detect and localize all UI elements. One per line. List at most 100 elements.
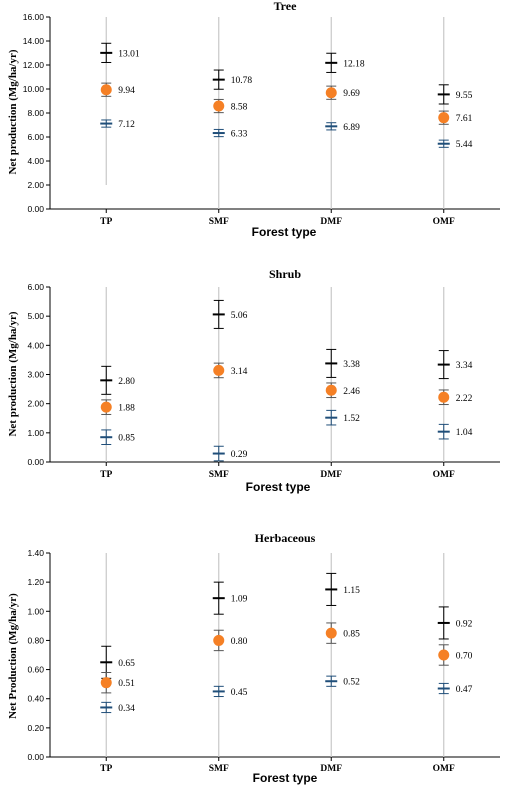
mean-estimate-data-label: 2.22 bbox=[456, 394, 473, 404]
x-tick-label: OMF bbox=[433, 217, 455, 227]
y-tick-label: 8.00 bbox=[27, 108, 44, 118]
y-tick-label: 12.00 bbox=[23, 60, 45, 70]
mean-estimate-data-label: 0.85 bbox=[343, 630, 360, 640]
x-tick-label: SMF bbox=[209, 764, 229, 774]
y-axis-label: Net production (Mg/ha/yr) bbox=[7, 49, 19, 174]
lower-estimate-data-label: 1.52 bbox=[343, 414, 360, 424]
chart-panel-shrub: Shrub Net production (Mg/ha/yr) Forest t… bbox=[7, 267, 500, 494]
x-tick-label: DMF bbox=[320, 217, 342, 227]
mean-estimate-data-label: 0.51 bbox=[118, 679, 135, 689]
lower-estimate-data-label: 0.45 bbox=[231, 688, 248, 698]
x-tick-label: TP bbox=[100, 764, 112, 774]
y-tick-label: 4.00 bbox=[27, 156, 44, 166]
upper-estimate-data-label: 2.80 bbox=[118, 377, 135, 387]
y-tick-label: 0.00 bbox=[27, 457, 44, 467]
y-tick-label: 0.20 bbox=[27, 723, 44, 733]
y-tick-label: 14.00 bbox=[23, 36, 45, 46]
chart-panel-tree: Tree Net production (Mg/ha/yr) Forest ty… bbox=[7, 0, 500, 239]
lower-estimate-data-label: 7.12 bbox=[118, 120, 135, 130]
lower-estimate-data-label: 1.04 bbox=[456, 428, 473, 438]
y-tick-label: 3.00 bbox=[27, 370, 44, 380]
mean-estimate-data-label: 3.14 bbox=[231, 367, 248, 377]
mean-estimate-point bbox=[100, 401, 112, 413]
mean-estimate-data-label: 2.46 bbox=[343, 387, 360, 397]
upper-estimate-data-label: 12.18 bbox=[343, 59, 365, 69]
x-axis-label: Forest type bbox=[253, 771, 318, 785]
y-tick-label: 1.00 bbox=[27, 606, 44, 616]
y-tick-label: 1.40 bbox=[27, 548, 44, 558]
upper-estimate-data-label: 1.09 bbox=[231, 595, 248, 605]
chart-title: Herbaceous bbox=[255, 531, 316, 545]
y-tick-label: 0.40 bbox=[27, 694, 44, 704]
mean-estimate-point bbox=[213, 634, 225, 646]
mean-estimate-point bbox=[100, 677, 112, 689]
y-axis-label: Net production (Mg/ha/yr) bbox=[7, 311, 19, 436]
plot-area: 0.00 2.00 4.00 6.00 8.00 10.00 12.00 14.00 16.00… bbox=[23, 12, 500, 227]
y-tick-label: 2.00 bbox=[27, 180, 44, 190]
mean-estimate-data-label: 9.94 bbox=[118, 86, 135, 96]
mean-estimate-point bbox=[325, 627, 337, 639]
lower-estimate-data-label: 0.52 bbox=[343, 678, 360, 688]
x-tick-label: TP bbox=[100, 470, 112, 480]
y-tick-label: 0.00 bbox=[27, 752, 44, 762]
upper-estimate-data-label: 3.38 bbox=[343, 360, 360, 370]
y-axis-label: Net Production (Mg/ha/yr) bbox=[7, 593, 19, 719]
x-tick-label: SMF bbox=[209, 470, 229, 480]
mean-estimate-data-label: 0.70 bbox=[456, 652, 473, 662]
mean-estimate-point bbox=[213, 364, 225, 376]
mean-estimate-point bbox=[213, 100, 225, 112]
lower-estimate-data-label: 6.89 bbox=[343, 123, 360, 133]
y-tick-label: 0.80 bbox=[27, 635, 44, 645]
lower-estimate-data-label: 5.44 bbox=[456, 140, 473, 150]
chart-title: Shrub bbox=[269, 267, 301, 281]
y-tick-label: 0.00 bbox=[27, 204, 44, 214]
x-axis-label: Forest type bbox=[252, 225, 317, 239]
mean-estimate-point bbox=[438, 649, 450, 661]
chart-panel-herbaceous: Herbaceous Net Production (Mg/ha/yr) For… bbox=[7, 531, 500, 785]
plot-area: 0.00 0.20 0.40 0.60 0.80 1.00 1.20 1.40 TP SMF DMF… bbox=[27, 548, 500, 774]
lower-estimate-data-label: 0.85 bbox=[118, 434, 135, 444]
y-tick-label: 5.00 bbox=[27, 311, 44, 321]
x-axis-label: Forest type bbox=[246, 480, 311, 494]
mean-estimate-data-label: 1.88 bbox=[118, 404, 135, 414]
upper-estimate-data-label: 13.01 bbox=[118, 49, 140, 59]
mean-estimate-data-label: 9.69 bbox=[343, 89, 360, 99]
y-tick-label: 2.00 bbox=[27, 399, 44, 409]
mean-estimate-point bbox=[438, 112, 450, 124]
upper-estimate-data-label: 0.92 bbox=[456, 619, 473, 629]
mean-estimate-point bbox=[100, 84, 112, 96]
upper-estimate-data-label: 3.34 bbox=[456, 361, 473, 371]
y-tick-label: 10.00 bbox=[23, 84, 45, 94]
lower-estimate-data-label: 6.33 bbox=[231, 130, 248, 140]
upper-estimate-data-label: 0.65 bbox=[118, 659, 135, 669]
upper-estimate-data-label: 5.06 bbox=[231, 311, 248, 321]
lower-estimate-data-label: 0.34 bbox=[118, 704, 135, 714]
upper-estimate-data-label: 1.15 bbox=[343, 586, 360, 596]
chart-title: Tree bbox=[274, 0, 298, 13]
x-tick-label: DMF bbox=[320, 764, 342, 774]
y-tick-label: 6.00 bbox=[27, 282, 44, 292]
x-tick-label: DMF bbox=[320, 470, 342, 480]
x-tick-label: OMF bbox=[433, 470, 455, 480]
lower-estimate-data-label: 0.47 bbox=[456, 685, 473, 695]
upper-estimate-data-label: 9.55 bbox=[456, 91, 473, 101]
mean-estimate-point bbox=[325, 87, 337, 99]
plot-area: 0.00 1.00 2.00 3.00 4.00 5.00 6.00 TP SMF DMF OMF 2… bbox=[27, 282, 500, 480]
y-tick-label: 6.00 bbox=[27, 132, 44, 142]
x-tick-label: SMF bbox=[209, 217, 229, 227]
mean-estimate-data-label: 8.58 bbox=[231, 103, 248, 113]
x-tick-label: TP bbox=[100, 217, 112, 227]
y-tick-label: 16.00 bbox=[23, 12, 45, 22]
y-tick-label: 4.00 bbox=[27, 340, 44, 350]
lower-estimate-data-label: 0.29 bbox=[231, 450, 248, 460]
y-tick-label: 1.00 bbox=[27, 428, 44, 438]
y-tick-label: 1.20 bbox=[27, 577, 44, 587]
mean-estimate-point bbox=[438, 391, 450, 403]
mean-estimate-point bbox=[325, 384, 337, 396]
mean-estimate-data-label: 0.80 bbox=[231, 637, 248, 647]
y-tick-label: 0.60 bbox=[27, 665, 44, 675]
x-tick-label: OMF bbox=[433, 764, 455, 774]
mean-estimate-data-label: 7.61 bbox=[456, 114, 473, 124]
upper-estimate-data-label: 10.78 bbox=[231, 76, 253, 86]
